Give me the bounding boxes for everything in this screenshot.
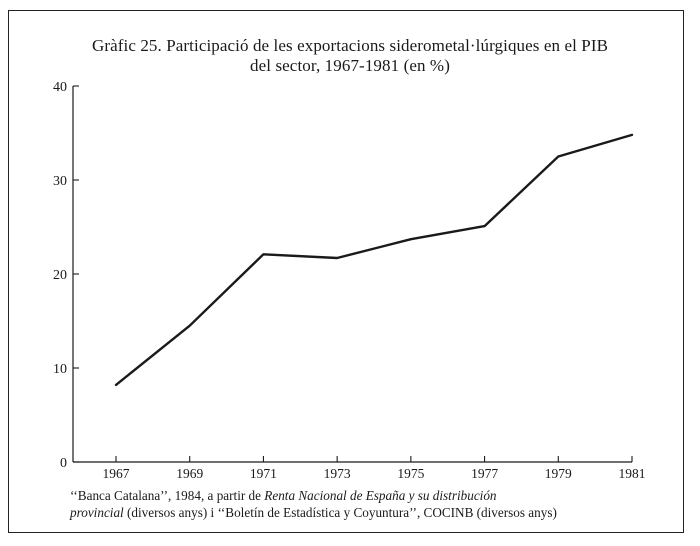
y-tick-label: 10 [53,362,67,377]
y-tick-label: 0 [60,456,67,471]
x-tick-label: 1969 [176,466,203,481]
x-tick-label: 1979 [545,466,572,481]
source-italic-1: Renta Nacional de España y su distribuci… [264,488,497,503]
y-axis-ticks: 0 10 20 30 40 [53,80,79,471]
chart-title: Gràfic 25. Participació de les exportaci… [0,36,700,76]
x-tick-label: 1975 [397,466,424,481]
figure-frame [8,10,684,533]
y-tick-label: 30 [53,174,67,189]
x-tick-label: 1981 [619,466,646,481]
y-tick-label: 40 [53,80,67,95]
chart-title-line-2: del sector, 1967-1981 (en %) [250,56,450,75]
source-text-1: ‘‘Banca Catalana’’, 1984, a partir de [70,488,265,503]
x-tick-label: 1977 [471,466,498,481]
source-text-2: (diversos anys) i ‘‘Boletín de Estadísti… [123,505,557,520]
x-tick-label: 1967 [103,466,130,481]
x-tick-label: 1973 [324,466,351,481]
chart-title-line-1: Gràfic 25. Participació de les exportaci… [91,36,609,55]
source-note: ‘‘Banca Catalana’’, 1984, a partir de Re… [70,487,670,521]
series-line [114,133,634,387]
x-tick-label: 1971 [250,466,277,481]
source-italic-2: provincial [70,505,124,520]
y-tick-label: 20 [53,268,67,283]
x-axis-ticks: 1967 1969 1971 1973 1975 1977 1979 1981 [103,456,646,481]
series-group [114,133,634,387]
